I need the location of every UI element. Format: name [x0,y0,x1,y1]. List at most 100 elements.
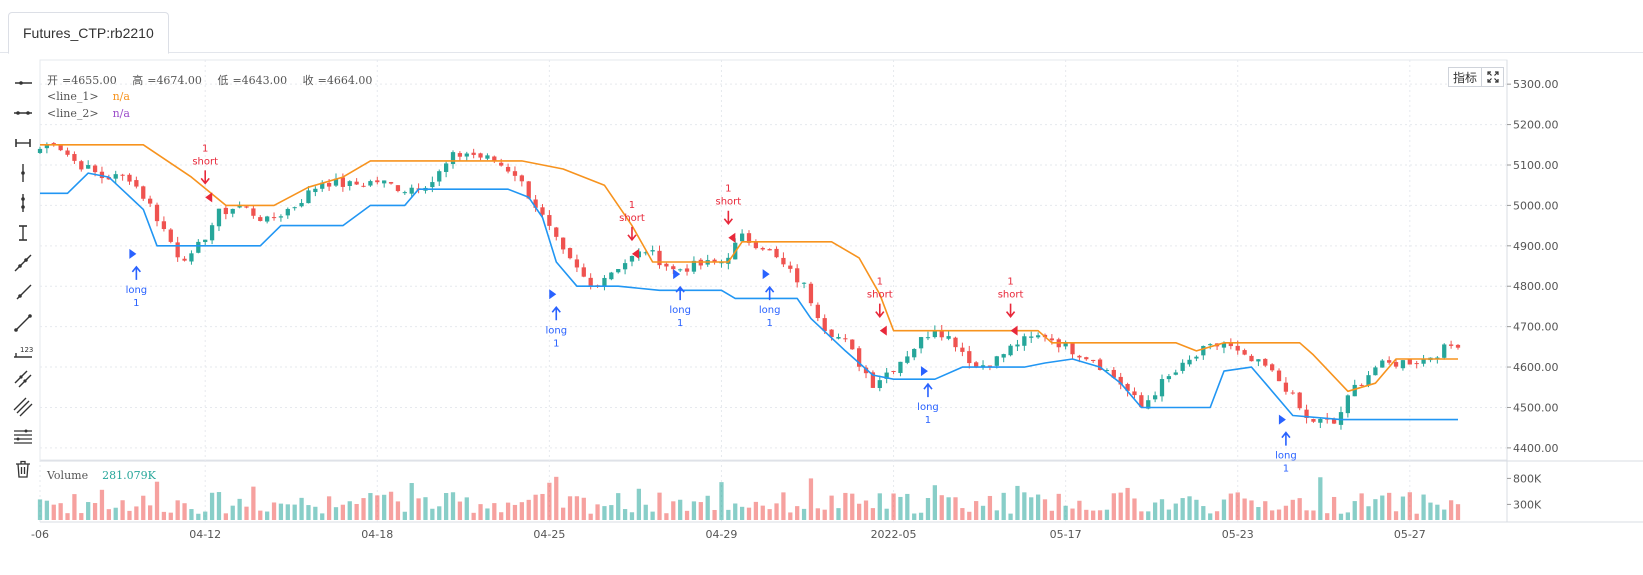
volume-bar [161,511,167,520]
volume-bar [1352,501,1357,520]
tool-fib-lines[interactable] [8,424,38,450]
tool-multi-lines[interactable] [8,394,38,420]
x-tick-label: 05-27 [1394,528,1426,541]
volume-bar [306,505,311,520]
volume-bar [1393,511,1399,520]
candle-body [285,208,290,216]
candle-body [561,237,566,250]
volume-bar [1029,497,1034,520]
candle-body [1201,345,1206,356]
candle-body [967,351,972,364]
y-tick-label: 4700.00 [1513,321,1559,334]
volume-bar [643,504,648,520]
volume-bar [1249,500,1254,520]
candle-body [1297,392,1302,409]
tool-trash[interactable] [8,456,38,482]
candle-body [925,337,931,339]
volume-bar [113,507,118,520]
volume-bar [1049,510,1055,520]
candle-body [37,148,43,153]
candle-body [1442,344,1447,358]
candle-body [1180,362,1185,371]
volume-bar [808,478,814,520]
tool-horizontal-ray[interactable] [8,70,38,96]
volume-bar [154,481,160,520]
candle-body [588,277,593,286]
high-value: 4674.00 [156,74,202,87]
volume-bar [657,492,662,520]
candle-body [533,199,538,208]
candle-body [795,268,800,283]
candle-body [1242,350,1247,355]
volume-bar [1015,485,1020,520]
candle-body [437,171,442,182]
volume-bar [333,507,339,520]
volume-bar [1125,487,1130,520]
long-arrow [131,265,141,280]
volume-bar [1283,505,1289,520]
candle-body [1311,419,1316,422]
tool-ray[interactable] [8,280,38,306]
volume-bar [1118,492,1123,520]
volume-bar [1290,499,1295,520]
tool-horizontal-segment[interactable] [8,130,38,156]
candle-body [1173,372,1178,375]
volume-bar [691,501,697,520]
long-entry-marker [920,366,928,377]
candle-body [1015,344,1020,347]
volume-bar [65,513,70,520]
candle-body [1366,375,1371,386]
short-arrow [875,303,885,318]
candle-body [471,152,476,155]
volume-bar [1152,502,1158,520]
tool-vertical-ray[interactable] [8,190,38,216]
volume-bar [774,503,779,520]
volume-bar [1400,496,1406,520]
tab-symbol[interactable]: Futures_CTP:rb2210 [8,12,169,54]
volume-bar [967,511,972,520]
tool-horizontal-line[interactable] [8,100,38,126]
segment-icon [14,314,32,332]
volume-bar [1428,502,1433,520]
tool-vertical-segment[interactable] [8,220,38,246]
volume-bar [857,503,862,520]
volume-bar [1242,498,1247,520]
volume-bar [58,503,63,520]
volume-bar [237,498,242,520]
vertical-line-icon [21,164,25,182]
volume-bar [994,510,999,520]
parallel-lines-icon [14,370,32,388]
tool-trend-line[interactable] [8,250,38,276]
candle-body [877,380,882,388]
long-entry-marker [549,289,557,300]
volume-bar [464,497,469,520]
fullscreen-button[interactable] [1482,67,1504,87]
volume-bar [574,496,580,520]
volume-bar [299,497,304,520]
candle-body [1187,359,1192,365]
volume-bar [1180,498,1185,520]
volume-bar [209,492,215,520]
volume-label: Volume [47,469,89,482]
volume-bar [1111,493,1116,520]
trend-line-icon [14,254,32,272]
volume-bar [72,494,77,520]
candle-body [622,263,628,270]
tool-parallel-lines[interactable] [8,366,38,392]
volume-bar [44,500,50,520]
indicator-button[interactable]: 指标 [1448,67,1482,87]
candle-body [1139,395,1144,408]
candle-body [1455,344,1461,348]
tool-segment[interactable] [8,310,38,336]
low-label: 低 [217,74,229,87]
candle-body [1146,400,1151,409]
y-tick-label: 5000.00 [1513,199,1559,212]
ray-icon [16,284,32,300]
volume-bar [512,504,518,520]
candle-body [829,329,834,338]
tool-price-label[interactable]: 123 [8,338,38,364]
candle-body [815,304,820,319]
long-arrow [675,285,685,301]
tool-vertical-line[interactable] [8,160,38,186]
